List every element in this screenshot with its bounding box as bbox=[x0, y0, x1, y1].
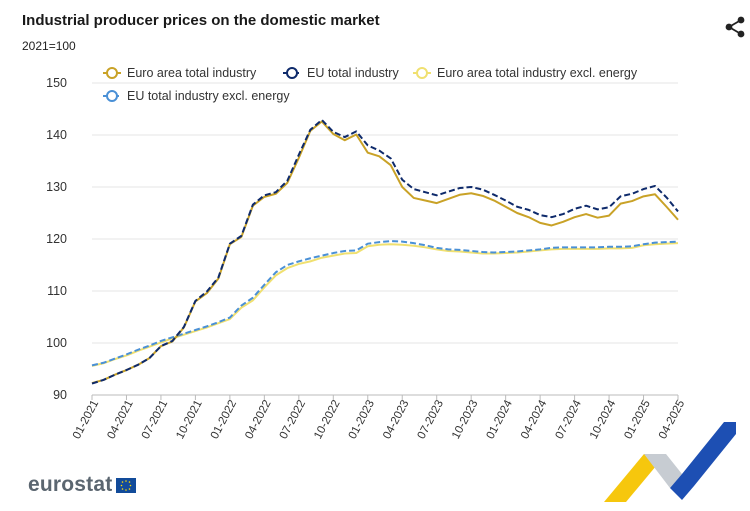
x-tick-label: 10-2022 bbox=[312, 398, 342, 441]
legend-label: EU total industry bbox=[307, 66, 399, 80]
y-tick-label: 150 bbox=[46, 76, 67, 90]
share-icon[interactable] bbox=[722, 14, 748, 40]
x-tick-label: 01-2021 bbox=[71, 398, 101, 441]
chart-subtitle: 2021=100 bbox=[22, 39, 76, 53]
legend-marker-icon bbox=[413, 67, 431, 79]
y-tick-label: 90 bbox=[53, 388, 67, 402]
y-tick-label: 130 bbox=[46, 180, 67, 194]
logo-text: eurostat bbox=[28, 473, 113, 496]
legend-item[interactable]: Euro area total industry bbox=[102, 66, 256, 80]
legend-item[interactable]: Euro area total industry excl. energy bbox=[412, 66, 637, 80]
corner-decoration bbox=[604, 422, 736, 502]
eurostat-logo: eurostat bbox=[28, 473, 137, 497]
legend-label: Euro area total industry bbox=[127, 66, 257, 80]
plot-area bbox=[91, 118, 679, 385]
series-line[interactable] bbox=[91, 118, 679, 385]
x-tick-label: 04-2023 bbox=[381, 398, 411, 441]
y-tick-label: 140 bbox=[46, 128, 67, 142]
x-tick-label: 01-2024 bbox=[485, 398, 516, 441]
series-line[interactable] bbox=[91, 242, 679, 367]
y-axis: 90 100 110 120 130 140 150 bbox=[46, 76, 67, 402]
legend-label: Euro area total industry excl. energy bbox=[437, 66, 638, 80]
x-tick-label: 04-2022 bbox=[243, 398, 273, 441]
legend-marker-icon bbox=[103, 67, 121, 79]
x-tick-label: 04-2021 bbox=[105, 398, 135, 441]
x-tick-label: 04-2024 bbox=[519, 398, 550, 441]
y-tick-label: 120 bbox=[46, 232, 67, 246]
legend-item[interactable]: EU total industry excl. energy bbox=[102, 89, 290, 103]
x-tick-label: 01-2023 bbox=[347, 398, 377, 441]
series-line[interactable] bbox=[91, 120, 679, 385]
chart-grid bbox=[92, 82, 678, 396]
chart-title: Industrial producer prices on the domest… bbox=[22, 12, 380, 29]
y-tick-label: 100 bbox=[46, 336, 67, 350]
x-tick-label: 10-2021 bbox=[174, 398, 204, 441]
legend-marker-icon bbox=[103, 90, 121, 102]
y-tick-label: 110 bbox=[47, 284, 67, 298]
x-tick-label: 01-2022 bbox=[209, 398, 239, 441]
x-tick-label: 10-2023 bbox=[450, 398, 480, 441]
legend-marker-icon bbox=[283, 67, 301, 79]
series-line[interactable] bbox=[91, 240, 679, 367]
x-tick-label: 07-2023 bbox=[416, 398, 446, 441]
legend-label: EU total industry excl. energy bbox=[127, 89, 290, 103]
x-tick-label: 07-2021 bbox=[140, 398, 170, 441]
x-axis: 01-2021 04-2021 07-2021 10-2021 01-2022 04-20… bbox=[71, 394, 687, 441]
x-tick-label: 07-2022 bbox=[278, 398, 308, 441]
eu-flag-icon bbox=[116, 477, 137, 493]
legend-item[interactable]: EU total industry bbox=[282, 66, 399, 80]
x-tick-label: 07-2024 bbox=[553, 398, 584, 441]
